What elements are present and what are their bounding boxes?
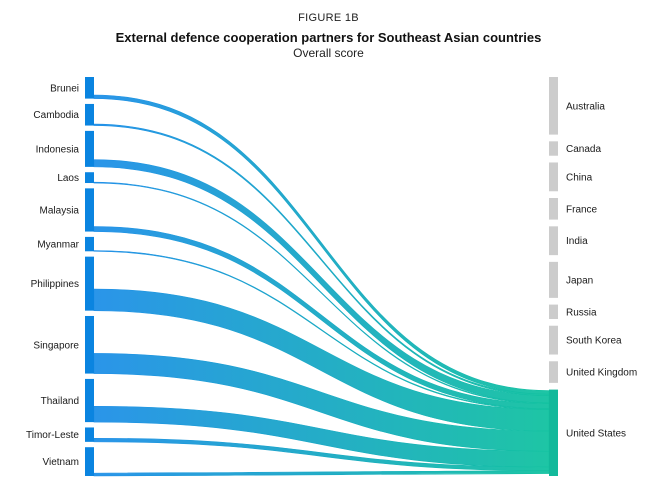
source-label-myanmar: Myanmar [37,240,79,251]
source-node-cambodia [85,103,94,126]
target-node-india [549,226,558,256]
source-label-malaysia: Malaysia [40,205,80,216]
flow-links [93,94,550,477]
target-label-canada: Canada [566,144,601,155]
source-label-cambodia: Cambodia [33,110,79,121]
nodes [85,77,558,476]
target-node-united-states [549,389,558,476]
figure-label: FIGURE 1B [298,12,359,24]
chart-subtitle: Overall score [293,46,364,60]
flow-vietnam-to-united-states [93,470,550,477]
target-node-canada [549,141,558,156]
target-node-japan [549,261,558,298]
source-label-vietnam: Vietnam [42,457,79,468]
target-label-russia: Russia [566,307,597,318]
target-label-south-korea: South Korea [566,336,622,347]
source-label-laos: Laos [57,173,79,184]
source-node-laos [85,172,94,184]
chart-title: External defence cooperation partners fo… [115,30,542,45]
target-node-australia [549,77,558,135]
source-label-philippines: Philippines [31,279,79,290]
source-label-indonesia: Indonesia [36,144,80,155]
target-label-japan: Japan [566,275,593,286]
target-label-france: France [566,204,598,215]
target-node-russia [549,304,558,319]
target-label-united-kingdom: United Kingdom [566,368,637,379]
target-label-india: India [566,236,588,247]
target-label-australia: Australia [566,101,605,112]
source-label-timor-leste: Timor-Leste [26,430,79,441]
source-node-philippines [85,256,94,311]
target-label-united-states: United States [566,428,626,439]
source-node-malaysia [85,188,94,232]
target-node-south-korea [549,325,558,355]
node-labels: Brunei Cambodia Indonesia Laos Malaysia Myanm… [26,83,637,468]
source-label-singapore: Singapore [33,340,79,351]
source-node-timor-leste [85,427,94,442]
target-node-france [549,198,558,220]
source-node-thailand [85,378,94,423]
target-label-china: China [566,172,593,183]
source-label-thailand: Thailand [41,396,79,407]
target-node-united-kingdom [549,361,558,383]
source-node-brunei [85,77,94,99]
source-node-myanmar [85,236,94,252]
source-node-singapore [85,315,94,374]
source-label-brunei: Brunei [50,83,79,94]
target-node-china [549,162,558,192]
source-node-vietnam [85,447,94,476]
source-node-indonesia [85,130,94,167]
